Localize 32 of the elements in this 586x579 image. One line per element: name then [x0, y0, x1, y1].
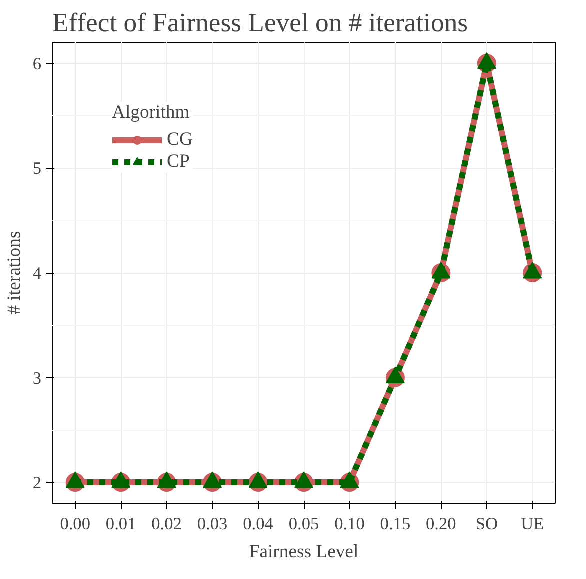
- legend-title: Algorithm: [112, 102, 191, 124]
- point: [523, 262, 542, 279]
- y-tick-label: 3: [32, 368, 42, 388]
- x-axis-title: Fairness Level: [249, 542, 359, 562]
- y-tick-label: 5: [32, 159, 42, 178]
- y-axis-title: # iterations: [4, 231, 25, 315]
- point: [157, 472, 176, 488]
- x-tick-label: 0.00: [60, 514, 91, 534]
- x-tick-label: SO: [476, 514, 498, 534]
- x-tick-label: 0.01: [106, 514, 136, 534]
- y-tick-label: 4: [32, 264, 42, 283]
- point: [294, 472, 314, 488]
- legend-label: CP: [167, 151, 190, 173]
- x-tick-label: 0.15: [380, 514, 411, 534]
- x-tick-label: 0.20: [426, 514, 456, 534]
- y-tick-label: 2: [32, 474, 42, 493]
- x-tick-label: 0.10: [334, 514, 365, 534]
- legend-label: CG: [167, 129, 193, 151]
- x-tick-label: 0.02: [152, 514, 182, 534]
- point: [248, 472, 268, 488]
- point: [477, 52, 496, 70]
- point: [340, 472, 360, 488]
- y-tick-label: 6: [32, 54, 42, 74]
- x-tick-label: UE: [521, 514, 544, 534]
- point: [66, 472, 85, 488]
- point: [112, 472, 131, 488]
- point: [432, 262, 451, 279]
- point: [203, 472, 222, 488]
- x-tick-label: 0.04: [243, 514, 274, 534]
- x-tick-label: 0.03: [197, 514, 228, 534]
- x-tick-label: 0.05: [288, 514, 320, 534]
- chart-title: Effect of Fairness Level on # iterations: [52, 8, 468, 38]
